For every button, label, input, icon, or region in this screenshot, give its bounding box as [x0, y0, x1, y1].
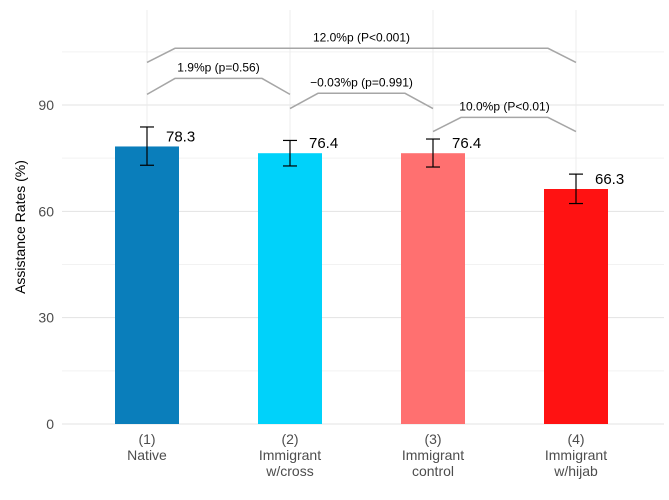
bar-4: [544, 189, 608, 424]
comparison-annotations: 1.9%p (p=0.56) −0.03%p (p=0.991) 10.0%p (P…: [146, 30, 577, 133]
category-label-line: (2): [281, 431, 298, 447]
category-label-line: (3): [424, 431, 441, 447]
error-bars: [140, 126, 583, 205]
category-label-line: Native: [127, 447, 167, 463]
value-label-4: 66.3: [595, 171, 624, 188]
error-bar-3: [426, 138, 440, 168]
value-labels: 78.3 76.4 76.4 66.3: [166, 128, 624, 188]
category-label-line: control: [412, 463, 454, 479]
comparison-bracket: [289, 92, 434, 110]
comparison-bracket: [432, 116, 577, 133]
error-bar-4: [569, 173, 583, 205]
comparison-bracket: [146, 77, 291, 96]
bar-3: [401, 153, 465, 424]
y-tick-label: 90: [38, 97, 54, 113]
comparison-bracket: [146, 47, 577, 64]
y-tick-label: 0: [46, 416, 54, 432]
comparison-label: 1.9%p (p=0.56): [177, 60, 259, 74]
value-label-3: 76.4: [452, 135, 481, 152]
bar-2: [258, 153, 322, 424]
error-bar-1: [140, 126, 154, 166]
value-label-2: 76.4: [309, 135, 338, 152]
y-axis-label: Assistance Rates (%): [12, 160, 28, 294]
comparison-4: 12.0%p (P<0.001): [146, 30, 577, 64]
comparison-1: 1.9%p (p=0.56): [146, 60, 291, 96]
comparison-label: 10.0%p (P<0.01): [459, 99, 549, 113]
category-label-line: Immigrant: [259, 447, 321, 463]
comparison-3: 10.0%p (P<0.01): [432, 99, 577, 133]
category-label-line: Immigrant: [545, 447, 607, 463]
y-tick-label: 30: [38, 310, 54, 326]
comparison-label: −0.03%p (p=0.991): [310, 75, 413, 89]
category-label-line: (4): [567, 431, 584, 447]
comparison-label: 12.0%p (P<0.001): [313, 30, 410, 44]
category-labels: (1)Native(2)Immigrantw/cross(3)Immigrant…: [127, 431, 607, 479]
category-label-line: Immigrant: [402, 447, 464, 463]
error-bar-2: [283, 139, 297, 167]
bars: [115, 146, 608, 424]
y-axis-ticks: 0 30 60 90: [38, 97, 54, 432]
y-tick-label: 60: [38, 203, 54, 219]
category-label-line: (1): [138, 431, 155, 447]
category-label-line: w/cross: [265, 463, 313, 479]
value-label-1: 78.3: [166, 128, 195, 145]
comparison-2: −0.03%p (p=0.991): [289, 75, 434, 110]
category-label-1: (1)Native: [127, 431, 167, 463]
category-label-line: w/hijab: [553, 463, 598, 479]
bar-1: [115, 146, 179, 424]
